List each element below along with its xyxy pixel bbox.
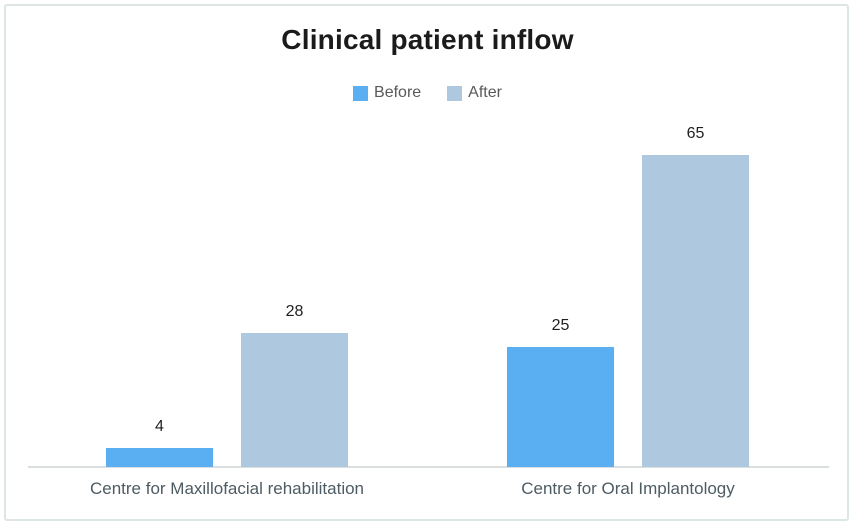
legend: Before After <box>0 84 855 102</box>
legend-label-before: Before <box>374 84 422 101</box>
legend-label-after: After <box>468 84 502 101</box>
x-axis-line <box>28 466 829 468</box>
legend-item-before: Before <box>353 84 421 102</box>
chart-title: Clinical patient inflow <box>281 24 574 55</box>
value-label-before-centre-for-oral-implantology: 25 <box>551 317 570 334</box>
value-label-before-centre-for-maxillofacial-rehabilitation: 4 <box>155 418 164 435</box>
category-label-centre-for-oral-implantology: Centre for Oral Implantology <box>521 479 735 498</box>
legend-swatch-before <box>353 85 369 101</box>
legend-item-after: After <box>447 84 502 102</box>
bar-after-centre-for-maxillofacial-rehabilitation <box>241 333 348 467</box>
category-label-centre-for-maxillofacial-rehabilitation: Centre for Maxillofacial rehabilitation <box>89 479 365 498</box>
value-label-after-centre-for-oral-implantology: 65 <box>686 125 705 142</box>
bar-before-centre-for-maxillofacial-rehabilitation <box>106 448 213 467</box>
bar-before-centre-for-oral-implantology <box>507 347 614 467</box>
legend-swatch-after <box>447 85 463 101</box>
bar-after-centre-for-oral-implantology <box>642 155 749 467</box>
value-label-after-centre-for-maxillofacial-rehabilitation: 28 <box>285 303 304 320</box>
